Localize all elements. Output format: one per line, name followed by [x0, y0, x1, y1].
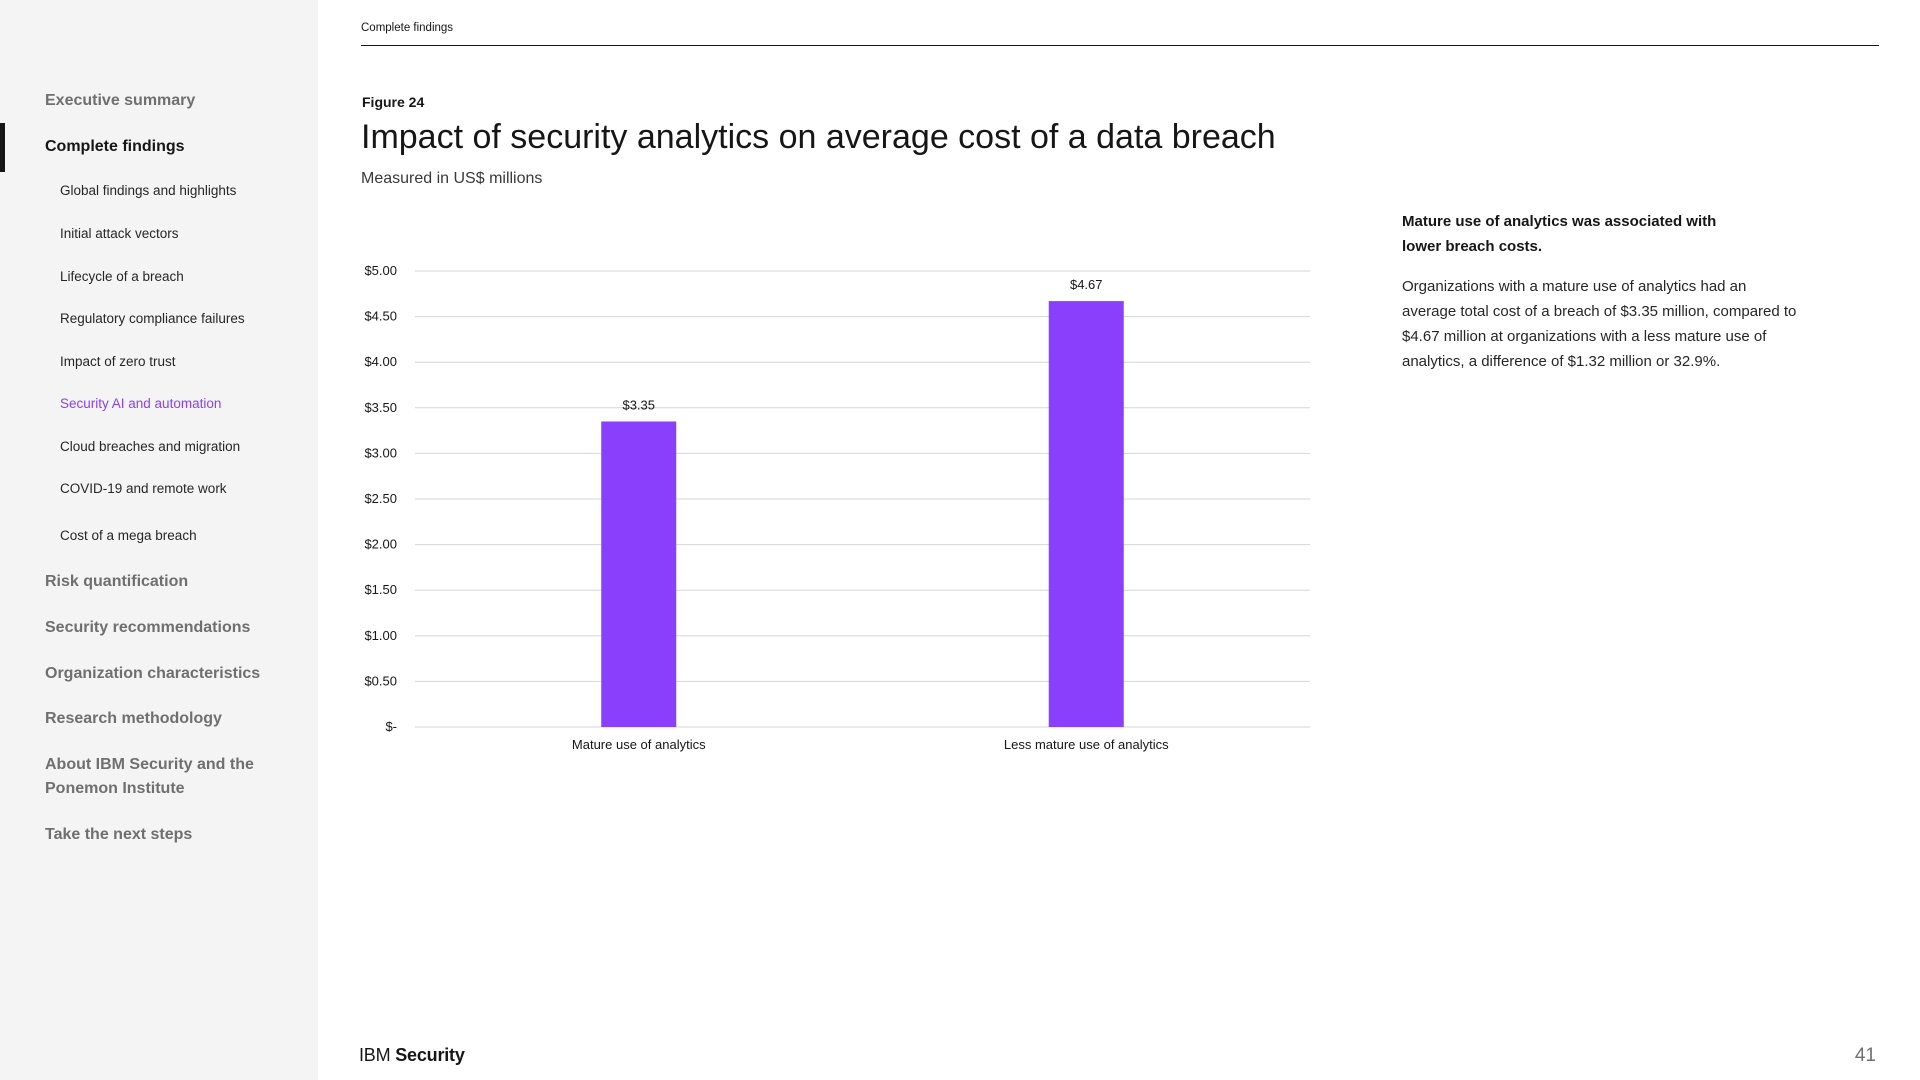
y-tick-label: $3.00	[364, 445, 397, 460]
nav-global-findings[interactable]: Global findings and highlights	[60, 183, 237, 198]
x-category-label: Mature use of analytics	[572, 737, 706, 752]
active-section-marker	[0, 123, 5, 172]
y-tick-label: $1.00	[364, 628, 397, 643]
y-tick-label: $4.00	[364, 354, 397, 369]
nav-complete-findings[interactable]: Complete findings	[45, 138, 185, 155]
figure-title: Impact of security analytics on average …	[361, 118, 1276, 156]
y-tick-label: $0.50	[364, 673, 397, 688]
page-number: 41	[1854, 1045, 1876, 1066]
nav-executive-summary[interactable]: Executive summary	[45, 92, 196, 109]
nav-organization-characteristics[interactable]: Organization characteristics	[45, 665, 261, 682]
y-tick-label: $-	[385, 719, 397, 734]
data-label: $3.35	[622, 397, 655, 412]
bar	[1048, 301, 1124, 727]
brand-security: Security	[395, 1045, 465, 1065]
x-category-label: Less mature use of analytics	[1004, 737, 1169, 752]
nav-research-methodology[interactable]: Research methodology	[45, 710, 222, 727]
y-tick-label: $2.00	[364, 537, 397, 552]
nav-risk-quantification[interactable]: Risk quantification	[45, 573, 189, 590]
figure-subtitle: Measured in US$ millions	[361, 170, 543, 187]
y-tick-label: $3.50	[364, 400, 397, 415]
section-header: Complete findings	[361, 22, 454, 34]
y-tick-label: $4.50	[364, 309, 397, 324]
nav-security-ai[interactable]: Security AI and automation	[60, 396, 222, 411]
callout-body: Organizations with a mature use of analy…	[1402, 278, 1797, 370]
nav-about-ibm-ponemon[interactable]: About IBM Security and the Ponemon Insti…	[45, 756, 254, 797]
brand-ibm: IBM	[359, 1045, 391, 1065]
nav-initial-attack-vectors[interactable]: Initial attack vectors	[60, 226, 179, 241]
callout-heading: Mature use of analytics was associated w…	[1402, 213, 1717, 255]
figure-label: Figure 24	[362, 94, 425, 110]
y-tick-label: $5.00	[364, 263, 397, 278]
sidebar-nav: Executive summary Complete findings Glob…	[0, 0, 318, 1080]
nav-security-recommendations[interactable]: Security recommendations	[45, 619, 251, 636]
y-tick-label: $1.50	[364, 582, 397, 597]
nav-lifecycle-of-breach[interactable]: Lifecycle of a breach	[60, 269, 184, 284]
nav-take-next-steps[interactable]: Take the next steps	[45, 826, 193, 843]
bar	[601, 421, 677, 727]
data-label: $4.67	[1070, 277, 1103, 292]
ibm-security-logo: IBM Security	[359, 1045, 465, 1066]
nav-covid-remote-work[interactable]: COVID-19 and remote work	[60, 481, 227, 496]
nav-regulatory-compliance[interactable]: Regulatory compliance failures	[60, 311, 245, 326]
header-divider	[361, 45, 1879, 46]
nav-zero-trust[interactable]: Impact of zero trust	[60, 354, 176, 369]
nav-mega-breach[interactable]: Cost of a mega breach	[60, 528, 197, 543]
nav-cloud-breaches[interactable]: Cloud breaches and migration	[60, 439, 241, 454]
bar-chart: $- $0.50 $1.00 $1.50 $2.00 $2.50 $3.00 $3.50 $4.…	[364, 263, 1310, 752]
y-tick-label: $2.50	[364, 491, 397, 506]
